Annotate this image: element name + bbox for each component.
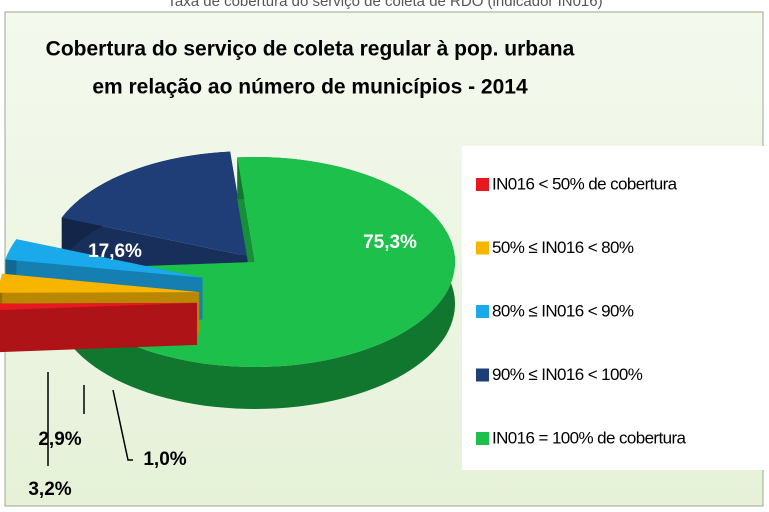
data-label: 75,3%	[363, 232, 417, 253]
caption: Taxa de cobertura do serviço de coleta d…	[167, 0, 602, 10]
chart-title: em relação ao número de municípios - 201…	[92, 76, 528, 99]
legend-swatch	[476, 368, 489, 382]
data-label: 1,0%	[143, 449, 186, 470]
pie: 1,0% 2,9% 3,2% 17,6% 75,3%	[0, 151, 455, 500]
legend-box	[462, 146, 764, 470]
slice	[0, 273, 200, 293]
legend-swatch	[476, 305, 489, 318]
legend-label: 90% ≤ IN016 < 100%	[492, 365, 643, 384]
data-label: 3,2%	[28, 479, 71, 500]
legend-label: 80% ≤ IN016 < 90%	[492, 301, 634, 320]
legend-swatch	[476, 432, 489, 445]
data-label: 17,6%	[88, 241, 142, 262]
legend-label: IN016 = 100% de cobertura	[492, 428, 687, 447]
data-label: 2,9%	[38, 429, 81, 450]
legend-swatch	[476, 178, 489, 191]
slice	[0, 302, 198, 311]
leader-line	[112, 389, 133, 461]
slice	[5, 239, 203, 278]
slice-wall	[0, 302, 198, 346]
legend-label: 50% ≤ IN016 < 80%	[492, 238, 634, 257]
legend-label: IN016 < 50% de cobertura	[492, 174, 678, 193]
chart-title: Cobertura do serviço de coleta regular à…	[46, 38, 575, 61]
legend-swatch	[476, 241, 489, 255]
slice	[61, 151, 248, 257]
legend: IN016 < 50% de cobertura 50% ≤ IN016 < 80…	[476, 174, 687, 447]
